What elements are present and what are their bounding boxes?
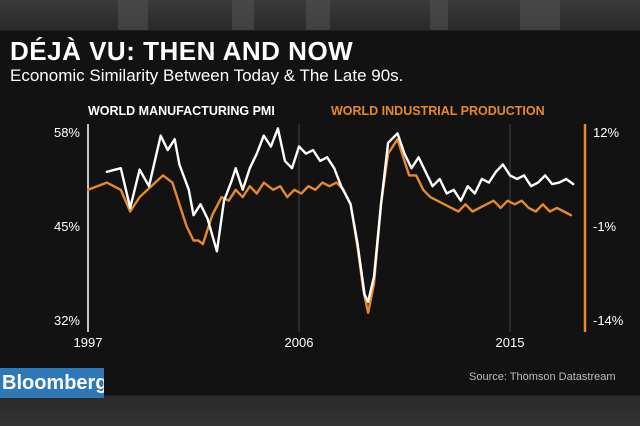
series-line-industrial-production xyxy=(86,137,573,314)
x-tick-label: 2015 xyxy=(496,335,525,350)
chart-subtitle: Economic Similarity Between Today & The … xyxy=(10,66,404,85)
background-window-bars xyxy=(0,0,640,30)
left-tick-label: 45% xyxy=(54,219,80,234)
grid-lines xyxy=(87,124,511,332)
right-tick-label: -14% xyxy=(593,313,624,328)
left-tick-label: 58% xyxy=(54,125,80,140)
axes xyxy=(87,124,587,332)
source-note: Source: Thomson Datastream xyxy=(469,371,616,383)
series-lines xyxy=(86,127,575,314)
legend-pmi: WORLD MANUFACTURING PMI xyxy=(88,104,275,118)
left-tick-label: 32% xyxy=(54,313,80,328)
x-tick-label: 1997 xyxy=(74,335,103,350)
right-tick-label: 12% xyxy=(593,125,619,140)
tick-labels: 58% 45% 32% 12% -1% -14% 1997 2006 2015 xyxy=(54,125,624,350)
legend-industrial-production: WORLD INDUSTRIAL PRODUCTION xyxy=(331,104,545,118)
right-tick-label: -1% xyxy=(593,219,617,234)
bloomberg-logo: Bloomberg xyxy=(0,368,104,398)
series-line-pmi xyxy=(105,127,575,304)
chart-title: DÉJÀ VU: THEN AND NOW xyxy=(10,36,354,66)
x-tick-label: 2006 xyxy=(285,335,314,350)
